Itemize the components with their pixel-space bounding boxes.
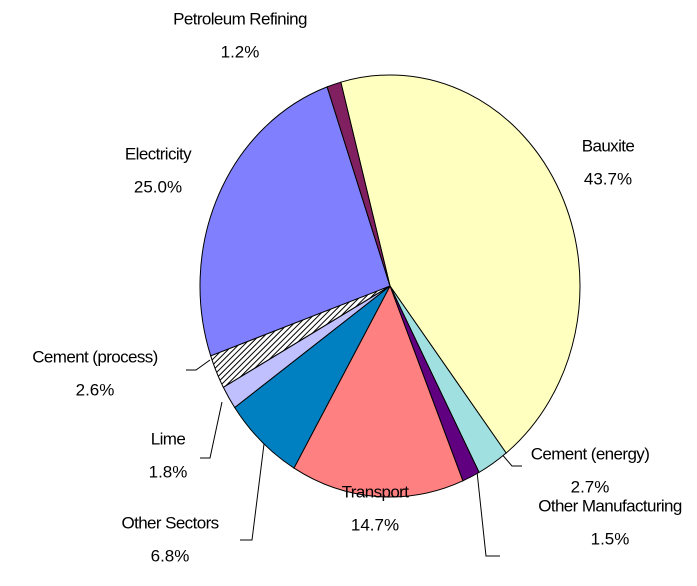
slice-label: Other Manufacturing — [538, 496, 682, 515]
slices — [199, 74, 581, 498]
slice-value: 14.7% — [351, 515, 399, 534]
slice — [340, 74, 581, 454]
slice-value: 6.8% — [151, 546, 190, 565]
slice-value: 25.0% — [134, 177, 182, 196]
slice-label: Other Sectors — [121, 513, 218, 532]
slice — [199, 86, 391, 357]
slice-label: Electricity — [125, 144, 192, 163]
slice-label: Cement (process) — [32, 347, 158, 366]
slice-label: Petroleum Refining — [173, 9, 307, 28]
slice-value: 2.7% — [571, 477, 610, 496]
slice-value: 1.8% — [149, 462, 188, 481]
slice — [326, 81, 391, 287]
slice-label: Lime — [151, 429, 186, 448]
slice-value: 2.6% — [76, 380, 115, 399]
slice — [293, 284, 464, 498]
slice-value: 43.7% — [584, 169, 632, 188]
slice-label: Transport — [342, 482, 410, 501]
slice-value: 1.5% — [591, 529, 630, 548]
leader-lines — [186, 359, 522, 557]
slice-label: Bauxite — [582, 136, 635, 155]
slice-value: 1.2% — [221, 42, 260, 61]
slice-label: Cement (energy) — [531, 444, 650, 463]
